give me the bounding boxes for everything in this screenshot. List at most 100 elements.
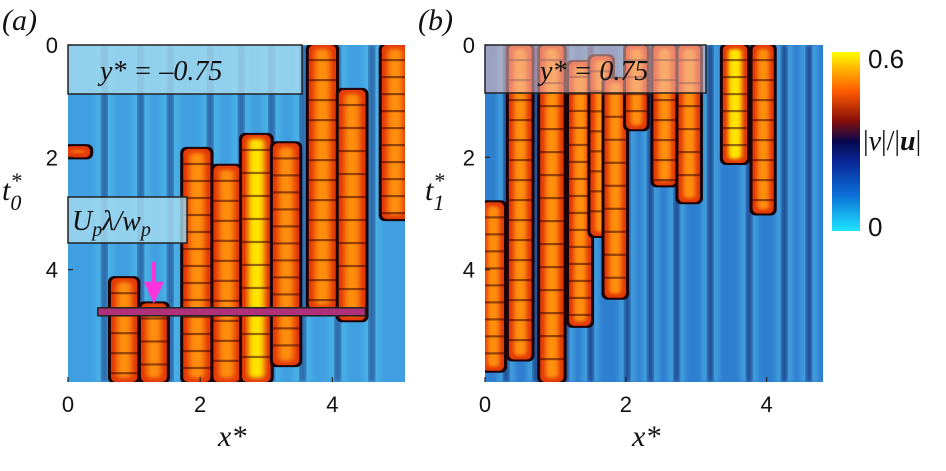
streak-pinch <box>567 143 594 147</box>
streak-pinch <box>676 174 702 177</box>
streak-pinch <box>506 179 534 182</box>
streak-pinch <box>651 139 678 142</box>
streak-pinch <box>485 335 507 338</box>
streak-pinch <box>336 218 368 222</box>
streak-pinch <box>588 170 614 173</box>
streak-pinch <box>379 76 405 79</box>
colorbar-max-label: 0.6 <box>868 44 904 74</box>
y-tick-label: 0 <box>463 33 475 58</box>
streak-pinch <box>240 148 273 152</box>
streak-pinch <box>138 363 169 366</box>
streak-pinch <box>181 196 213 200</box>
streak-pinch <box>567 126 594 130</box>
x-tick-label: 4 <box>761 392 773 417</box>
streak-pinch <box>567 160 594 164</box>
streak-pinch <box>485 233 507 236</box>
streak-pinch <box>240 171 273 175</box>
panel-a-heatmap <box>68 45 405 382</box>
streak-pinch <box>750 199 776 202</box>
streak-pinch <box>109 332 140 335</box>
panel-b: (b) y* = 0.75 0 2 4 0 2 4 x* t* 1 <box>418 4 823 453</box>
streak-pinch <box>567 177 594 181</box>
streak-pinch <box>109 292 140 295</box>
streak-pinch <box>567 262 594 266</box>
streak-core <box>146 307 162 378</box>
streak-pinch <box>506 319 534 322</box>
streak-pinch <box>720 76 750 79</box>
streak-pinch <box>379 59 405 62</box>
scale-sub-p2: p <box>139 219 151 241</box>
streak-pinch <box>538 312 566 315</box>
streak-pinch <box>379 93 405 96</box>
streak-pinch <box>336 287 368 291</box>
streak-pinch <box>567 228 594 232</box>
streak-pinch <box>538 197 566 200</box>
streak-pinch <box>750 59 776 62</box>
x-tick-label: 4 <box>326 392 338 417</box>
streak-pinch <box>602 253 629 256</box>
streak-pinch <box>306 59 339 62</box>
streak-pinch <box>750 159 776 162</box>
streak-pinch <box>506 219 534 222</box>
streak-pinch <box>306 139 339 142</box>
cb-u: u <box>900 126 916 157</box>
streak-pinch <box>538 243 566 246</box>
streak-pinch <box>750 119 776 122</box>
streak-pinch <box>750 99 776 102</box>
streak-pinch <box>181 264 213 268</box>
cb-bar3: | <box>916 126 922 157</box>
streak-pinch <box>750 179 776 182</box>
streak-pinch <box>211 279 242 282</box>
streak-core <box>71 150 85 154</box>
streak-pinch <box>240 286 273 290</box>
streak-pinch <box>506 199 534 202</box>
streak-pinch <box>109 372 140 375</box>
streak-pinch <box>181 349 213 353</box>
streak-pinch <box>538 335 566 338</box>
colorbar: 0.6 0 |v|/|u| <box>832 44 921 242</box>
scale-u: U <box>72 206 94 237</box>
panel-b-dark-line <box>674 45 680 382</box>
streak-pinch <box>211 299 242 302</box>
streak-pinch <box>720 110 750 113</box>
panel-b-annotation: y* = 0.75 <box>537 56 648 87</box>
streak-pinch <box>588 190 614 193</box>
cb-v: v <box>869 126 882 157</box>
streak-core <box>314 49 330 305</box>
y-tick-label: 4 <box>46 258 58 283</box>
streak-pinch <box>306 99 339 102</box>
streak-pinch <box>211 259 242 262</box>
streak-pinch <box>138 340 169 343</box>
streak-pinch <box>211 199 242 202</box>
streak-pinch <box>602 184 629 187</box>
streak-pinch <box>538 358 566 361</box>
streak-pinch <box>506 119 534 122</box>
streak-pinch <box>567 92 594 96</box>
panel-b-heatmap <box>485 45 818 382</box>
streak-pinch <box>181 281 213 285</box>
streak-pinch <box>240 332 273 336</box>
streak-pinch <box>506 279 534 282</box>
panel-b-ticks: 0 2 4 0 2 4 <box>463 33 773 417</box>
streak-pinch <box>336 195 368 199</box>
streak-pinch <box>538 174 566 177</box>
panel-b-ylabel-sup: * <box>433 168 444 193</box>
streak-pinch <box>567 313 594 317</box>
streak-pinch <box>538 220 566 223</box>
streak-pinch <box>181 230 213 234</box>
streak-core <box>344 93 360 317</box>
cb-bar1: | <box>863 126 869 157</box>
streak-pinch <box>567 109 594 113</box>
streak-pinch <box>211 239 242 242</box>
streak-pinch <box>211 319 242 322</box>
streak-pinch <box>336 149 368 153</box>
streak-pinch <box>538 105 566 108</box>
streak-pinch <box>538 151 566 154</box>
streak-core <box>574 65 587 322</box>
streak-pinch <box>602 230 629 233</box>
scale-lambda: λ/w <box>101 206 141 237</box>
panel-b-dark-line <box>781 45 787 382</box>
streak-pinch <box>270 174 302 177</box>
